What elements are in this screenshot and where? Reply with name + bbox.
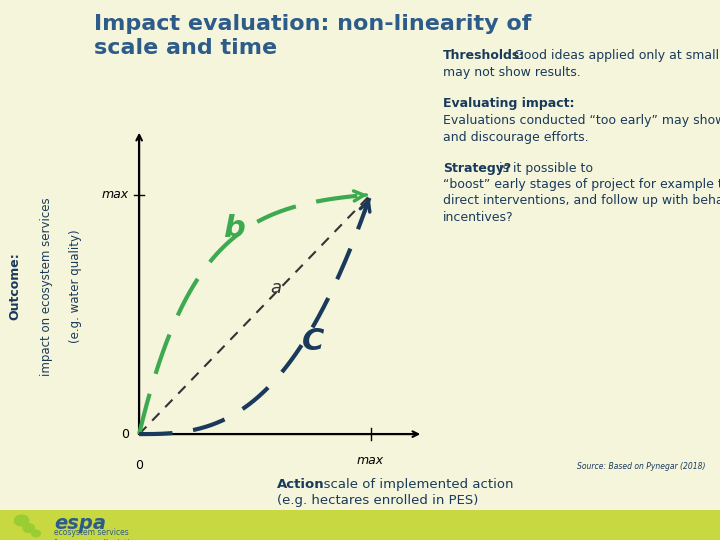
Text: espa: espa bbox=[54, 514, 106, 533]
Text: and discourage efforts.: and discourage efforts. bbox=[443, 131, 588, 144]
Text: max: max bbox=[102, 188, 129, 201]
Text: Evaluations conducted “too early” may show low impact: Evaluations conducted “too early” may sh… bbox=[443, 114, 720, 127]
Text: a: a bbox=[271, 279, 282, 297]
Text: Strategy?: Strategy? bbox=[443, 162, 511, 175]
Text: 0: 0 bbox=[121, 428, 129, 441]
Text: Good ideas applied only at small scale: Good ideas applied only at small scale bbox=[510, 49, 720, 62]
Text: (e.g. water quality): (e.g. water quality) bbox=[69, 230, 82, 343]
Text: is it possible to: is it possible to bbox=[495, 162, 593, 175]
Text: scale and time: scale and time bbox=[94, 38, 276, 58]
Text: incentives?: incentives? bbox=[443, 211, 513, 224]
Text: 0: 0 bbox=[135, 460, 143, 472]
Text: “boost” early stages of project for example through: “boost” early stages of project for exam… bbox=[443, 178, 720, 191]
Text: Action: Action bbox=[277, 478, 325, 491]
Text: (e.g. hectares enrolled in PES): (e.g. hectares enrolled in PES) bbox=[277, 494, 479, 507]
Text: Outcome:: Outcome: bbox=[8, 252, 21, 320]
Text: may not show results.: may not show results. bbox=[443, 66, 580, 79]
Text: direct interventions, and follow up with behaviour: direct interventions, and follow up with… bbox=[443, 194, 720, 207]
Text: impact on ecosystem services: impact on ecosystem services bbox=[40, 197, 53, 375]
Text: : scale of implemented action: : scale of implemented action bbox=[315, 478, 513, 491]
Text: Source: Based on Pynegar (2018): Source: Based on Pynegar (2018) bbox=[577, 462, 706, 471]
Text: C: C bbox=[302, 327, 325, 356]
Text: ecosystem services
for poverty alleviation: ecosystem services for poverty alleviati… bbox=[54, 528, 139, 540]
Text: max: max bbox=[357, 454, 384, 467]
Text: Evaluating impact:: Evaluating impact: bbox=[443, 97, 575, 110]
Text: Impact evaluation: non-linearity of: Impact evaluation: non-linearity of bbox=[94, 14, 531, 33]
Text: b: b bbox=[223, 214, 246, 243]
Text: Thresholds:: Thresholds: bbox=[443, 49, 525, 62]
